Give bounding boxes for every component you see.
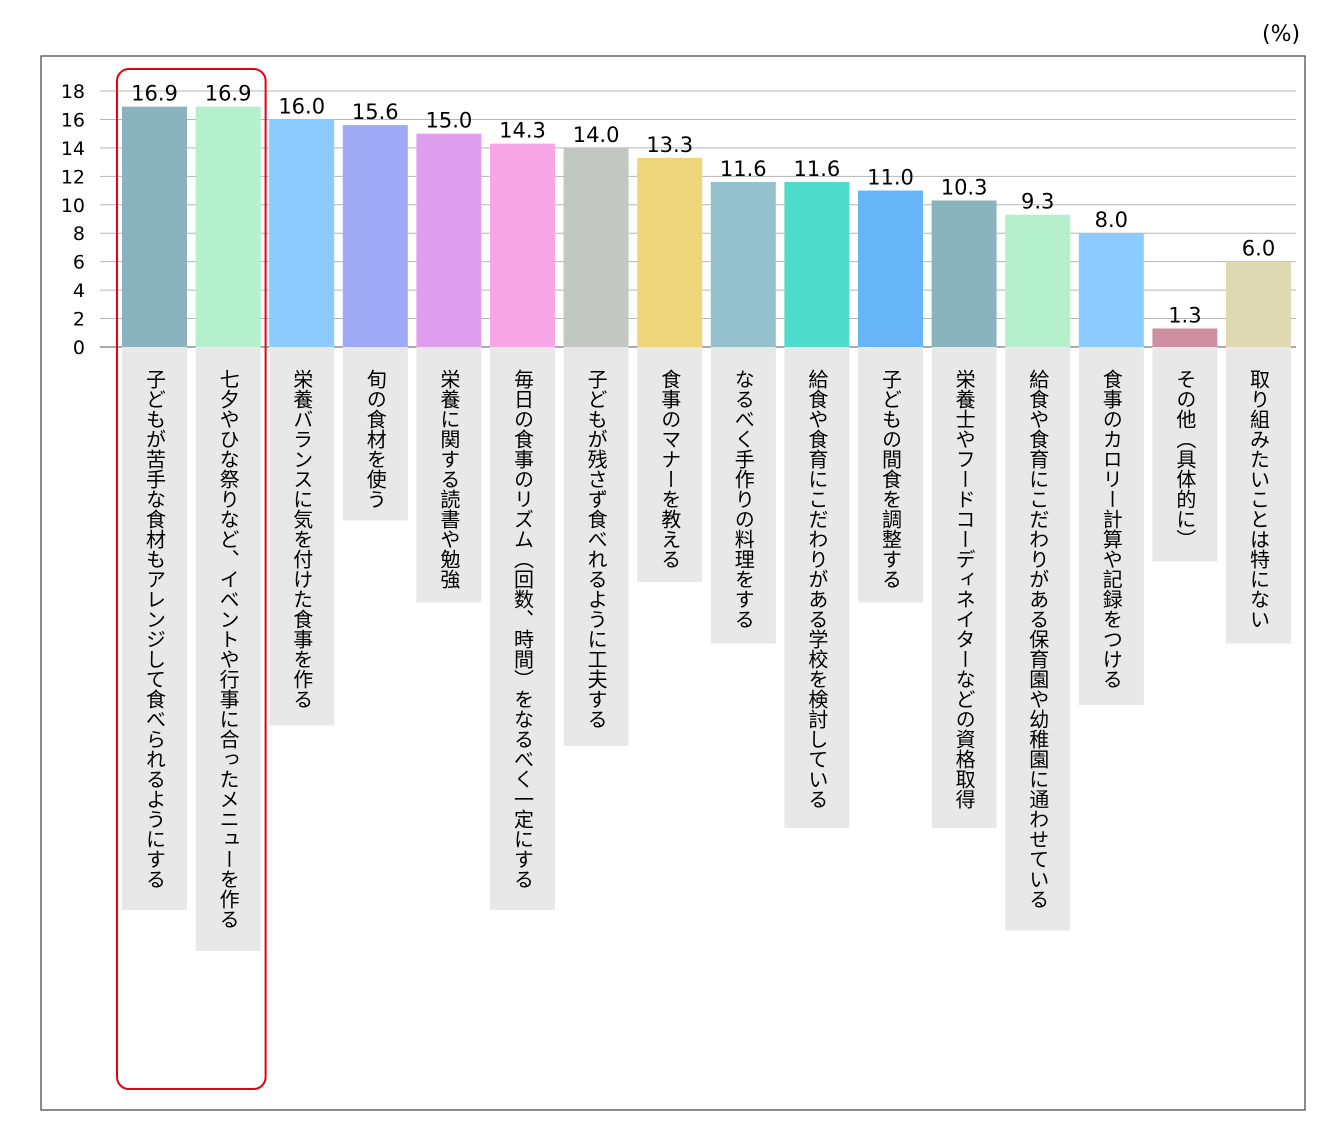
chart-frame [40, 55, 1306, 1111]
category-label-panel [342, 347, 408, 521]
y-tick-label: 12 [61, 166, 85, 188]
bar [1152, 328, 1218, 347]
category-label-panel [637, 347, 703, 582]
bar-value-label: 13.3 [646, 133, 693, 157]
bar-value-label: 16.9 [131, 82, 178, 106]
bar [1005, 214, 1071, 347]
category-label-panel [490, 347, 555, 910]
bar-value-label: 9.3 [1021, 190, 1054, 214]
bar [563, 147, 629, 347]
y-tick-label: 4 [73, 280, 85, 302]
category-label-panel [269, 347, 335, 726]
category-label: 子どもの間食を調整する [879, 369, 903, 589]
category-label: 子どもが苦手な食材もアレンジして食べられるようにする [143, 369, 167, 889]
bar-value-label: 15.6 [352, 100, 399, 124]
category-label: 栄養に関する読書や勉強 [437, 369, 461, 589]
category-label: その他（具体的に） [1173, 369, 1197, 549]
category-label-panel [784, 347, 850, 828]
bar-value-label: 8.0 [1095, 208, 1128, 232]
bar [784, 182, 850, 347]
bar-value-label: 10.3 [941, 176, 988, 200]
bar [195, 106, 261, 348]
bar [1078, 233, 1144, 347]
y-tick-label: 10 [61, 195, 85, 217]
category-label: 栄養バランスに気を付けた食事を作る [290, 369, 314, 709]
category-label-panel [710, 347, 776, 644]
category-label-panel [1226, 347, 1291, 644]
bar-value-label: 1.3 [1168, 304, 1201, 328]
category-label: 旬の食材を使う [363, 369, 387, 509]
bar-value-label: 16.0 [278, 94, 325, 118]
y-tick-label: 0 [73, 337, 85, 359]
bar [416, 133, 482, 347]
category-label: 食事のマナーを教える [658, 369, 682, 569]
y-tick-label: 14 [61, 138, 85, 160]
category-label: なるべく手作りの料理をする [731, 369, 755, 629]
bar [931, 200, 997, 347]
y-tick-label: 18 [61, 81, 85, 103]
y-tick-label: 8 [73, 223, 85, 245]
bar-value-label: 11.6 [794, 157, 841, 181]
bar [122, 106, 187, 348]
category-label: 取り組みたいことは特にない [1247, 369, 1271, 629]
bar-value-label: 14.3 [499, 119, 546, 143]
category-label: 子どもが残さず食べれるように工夫する [584, 369, 608, 729]
bar [710, 182, 776, 347]
category-label-panel [1005, 347, 1071, 931]
category-label-panel [122, 347, 187, 910]
highlight-box [116, 68, 267, 1090]
category-label: 給食や食育にこだわりがある保育園や幼稚園に通わせている [1026, 369, 1050, 909]
category-label-panel [1152, 347, 1218, 562]
y-tick-label: 6 [73, 252, 85, 274]
category-label-panel [563, 347, 629, 746]
category-label: 食事のカロリー計算や記録をつける [1099, 369, 1123, 689]
bar-value-label: 15.0 [426, 109, 473, 133]
bar [858, 190, 923, 347]
bar-value-label: 6.0 [1242, 237, 1275, 261]
category-label-panel [1078, 347, 1144, 705]
y-tick-label: 16 [61, 109, 85, 131]
bar-value-label: 11.6 [720, 157, 767, 181]
category-label-panel [858, 347, 923, 603]
bar [490, 143, 555, 347]
bar-value-label: 14.0 [573, 123, 620, 147]
bar [269, 119, 335, 347]
category-label-panel [195, 347, 261, 951]
category-label-panel [931, 347, 997, 828]
bar [342, 125, 408, 347]
bar [1226, 261, 1291, 347]
unit-label: (%) [1262, 22, 1301, 47]
category-label-panel [416, 347, 482, 603]
category-label: 七夕やひな祭りなど、イベントや行事に合ったメニューを作る [216, 369, 240, 929]
bar [637, 157, 703, 347]
bar-value-label: 16.9 [205, 82, 252, 106]
bar-value-label: 11.0 [867, 166, 914, 190]
category-label: 毎日の食事のリズム（回数、時間）をなるべく一定にする [511, 369, 535, 889]
y-tick-label: 2 [73, 309, 85, 331]
category-label: 栄養士やフードコーディネイターなどの資格取得 [952, 369, 976, 809]
category-label: 給食や食育にこだわりがある学校を検討している [805, 369, 829, 809]
